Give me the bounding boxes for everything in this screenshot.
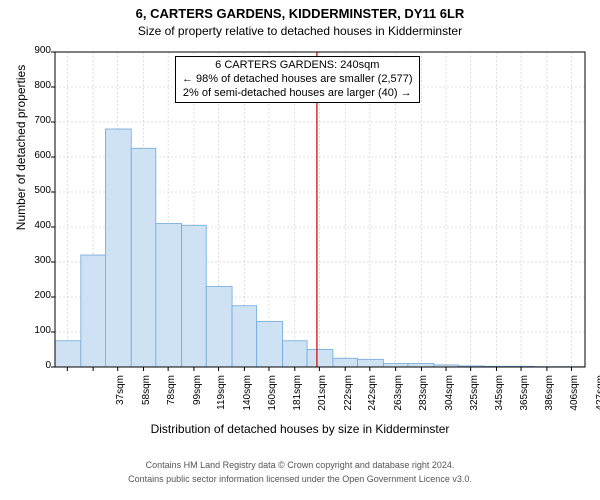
histogram-bar: [383, 364, 408, 368]
ytick-label: 500: [25, 185, 51, 196]
xtick-label: 58sqm: [141, 375, 152, 425]
ytick-label: 800: [25, 80, 51, 91]
xtick-label: 386sqm: [544, 375, 555, 425]
histogram-bar: [206, 287, 232, 368]
ytick-label: 600: [25, 150, 51, 161]
xtick-label: 406sqm: [569, 375, 580, 425]
xtick-label: 304sqm: [444, 375, 455, 425]
footer-line-1: Contains HM Land Registry data © Crown c…: [0, 460, 600, 470]
xtick-label: 119sqm: [216, 375, 227, 425]
ytick-label: 200: [25, 290, 51, 301]
ytick-label: 400: [25, 220, 51, 231]
ytick-label: 0: [25, 360, 51, 371]
histogram-bar: [182, 225, 207, 367]
histogram-bar: [81, 255, 106, 367]
xtick-label: 325sqm: [469, 375, 480, 425]
xtick-label: 140sqm: [242, 375, 253, 425]
annotation-box: 6 CARTERS GARDENS: 240sqm← 98% of detach…: [175, 56, 420, 103]
xtick-label: 160sqm: [267, 375, 278, 425]
annotation-line: 2% of semi-detached houses are larger (4…: [182, 87, 413, 101]
chart-title-main: 6, CARTERS GARDENS, KIDDERMINSTER, DY11 …: [0, 6, 600, 21]
xtick-label: 78sqm: [166, 375, 177, 425]
xtick-label: 263sqm: [393, 375, 404, 425]
annotation-line: ← 98% of detached houses are smaller (2,…: [182, 73, 413, 87]
histogram-bar: [156, 224, 182, 368]
xtick-label: 242sqm: [367, 375, 378, 425]
annotation-line: 6 CARTERS GARDENS: 240sqm: [182, 59, 413, 73]
footer-line-2: Contains public sector information licen…: [0, 474, 600, 484]
xtick-label: 99sqm: [192, 375, 203, 425]
xtick-label: 222sqm: [343, 375, 354, 425]
chart-title-sub: Size of property relative to detached ho…: [0, 24, 600, 38]
histogram-bar: [55, 341, 81, 367]
xtick-label: 365sqm: [519, 375, 530, 425]
ytick-label: 100: [25, 325, 51, 336]
xtick-label: 201sqm: [317, 375, 328, 425]
y-axis-label: Number of detached properties: [14, 0, 28, 305]
xtick-label: 427sqm: [595, 375, 600, 425]
x-axis-label: Distribution of detached houses by size …: [0, 422, 600, 436]
ytick-label: 900: [25, 45, 51, 56]
ytick-label: 300: [25, 255, 51, 266]
histogram-bar: [232, 306, 257, 367]
xtick-label: 37sqm: [115, 375, 126, 425]
histogram-bar: [131, 148, 156, 367]
histogram-bar: [408, 364, 434, 368]
xtick-label: 283sqm: [418, 375, 429, 425]
xtick-label: 181sqm: [292, 375, 303, 425]
histogram-bar: [282, 341, 307, 367]
xtick-label: 345sqm: [494, 375, 505, 425]
histogram-bar: [333, 358, 358, 367]
histogram-bar: [257, 322, 283, 368]
ytick-label: 700: [25, 115, 51, 126]
histogram-bar: [105, 129, 131, 367]
histogram-bar: [358, 359, 384, 367]
histogram-bar: [307, 350, 333, 368]
